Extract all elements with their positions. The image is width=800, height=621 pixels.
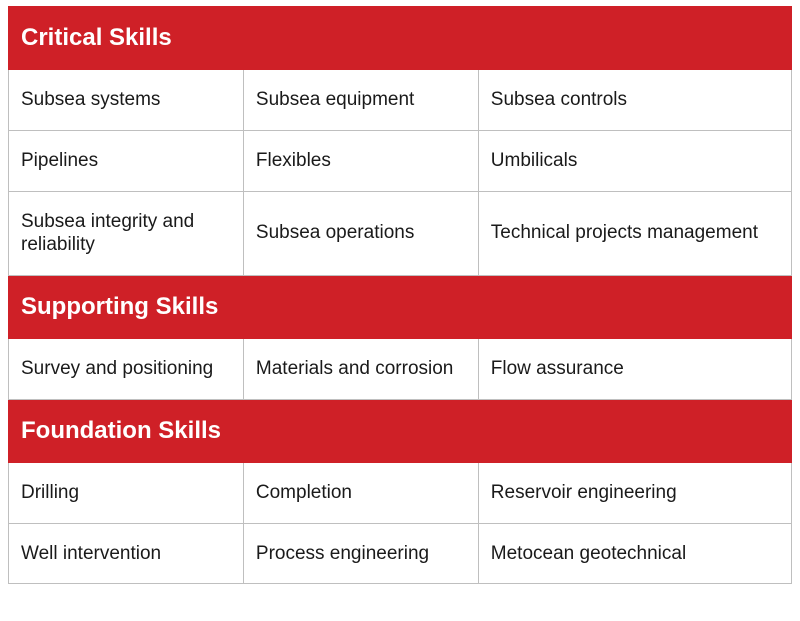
table-cell: Pipelines [9,130,244,191]
table-cell: Flexibles [243,130,478,191]
table-cell: Subsea equipment [243,70,478,131]
table-cell: Reservoir engineering [478,462,791,523]
table-cell: Subsea systems [9,70,244,131]
table-cell: Flow assurance [478,339,791,400]
table-cell: Umbilicals [478,130,791,191]
table-row: Survey and positioning Materials and cor… [9,339,792,400]
table-cell: Subsea operations [243,191,478,276]
table-row: Drilling Completion Reservoir engineerin… [9,462,792,523]
table-cell: Subsea controls [478,70,791,131]
skills-table-container: Critical Skills Subsea systems Subsea eq… [0,0,800,592]
table-cell: Well intervention [9,523,244,584]
section-header-row: Foundation Skills [9,399,792,462]
section-header: Critical Skills [9,7,792,70]
section-header: Foundation Skills [9,399,792,462]
table-row: Pipelines Flexibles Umbilicals [9,130,792,191]
table-cell: Materials and corrosion [243,339,478,400]
table-cell: Survey and positioning [9,339,244,400]
table-cell: Subsea integrity and reliability [9,191,244,276]
table-row: Subsea integrity and reliability Subsea … [9,191,792,276]
section-header-row: Critical Skills [9,7,792,70]
table-cell: Completion [243,462,478,523]
table-cell: Drilling [9,462,244,523]
table-cell: Metocean geotechnical [478,523,791,584]
skills-table: Critical Skills Subsea systems Subsea eq… [8,6,792,584]
section-header: Supporting Skills [9,276,792,339]
section-header-row: Supporting Skills [9,276,792,339]
table-row: Subsea systems Subsea equipment Subsea c… [9,70,792,131]
table-cell: Process engineering [243,523,478,584]
table-cell: Technical projects management [478,191,791,276]
table-row: Well intervention Process engineering Me… [9,523,792,584]
